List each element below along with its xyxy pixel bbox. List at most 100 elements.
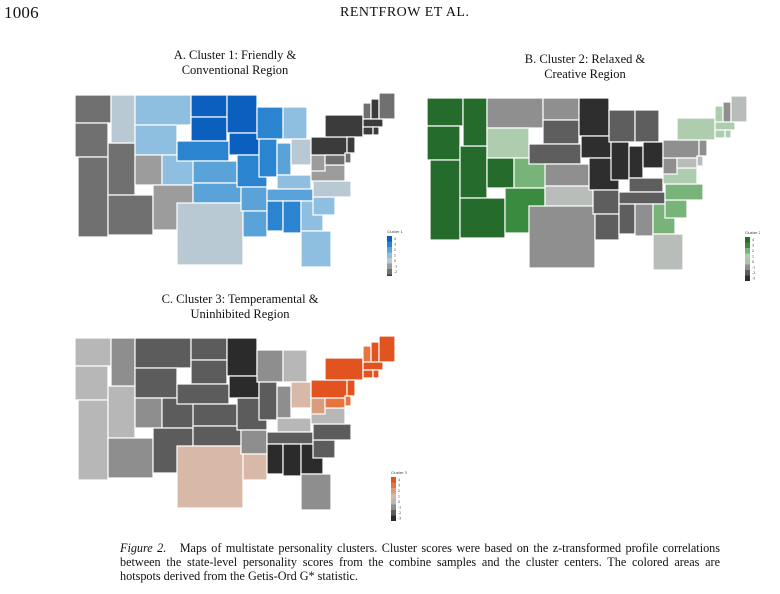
state-il [258,381,278,421]
legend-tick-label: 2 [398,489,400,493]
legend-swatch [391,493,396,499]
state-oh [642,141,664,169]
state-wy [486,127,530,159]
state-ar [240,186,268,212]
state-ar [592,189,620,215]
legend-tick-label: 3 [752,244,754,248]
panel-c-title-line1: C. Cluster 3: Temperamental & [161,292,319,306]
legend-tick-label: 2 [394,248,396,252]
states-layer [427,95,748,271]
state-me [378,335,396,363]
state-tn [266,188,314,202]
state-de [344,395,352,407]
panel-a-title-line2: Conventional Region [181,63,289,77]
legend-swatch [745,237,750,243]
legend-tick-label: -3 [752,277,755,281]
panel-c-title-line2: Uninhibited Region [190,307,290,321]
legend-swatch [391,515,396,521]
state-id [110,94,136,144]
panel-b-title: B. Cluster 2: Relaxed & Creative Region [475,52,695,82]
state-ia [580,135,612,159]
state-ny [676,117,716,141]
state-wa [427,97,464,127]
state-ca [77,156,109,238]
legend-tick-label: -1 [394,265,397,269]
state-il [610,141,630,181]
state-ri [372,126,380,136]
legend-swatch [745,242,750,248]
legend-title: Cluster 2 [745,231,760,235]
state-tx [176,202,244,266]
state-ok [192,425,242,447]
legend-tick-label: -2 [394,270,397,274]
legend-swatch [745,275,750,281]
state-ky [628,177,664,193]
state-nd [542,97,580,121]
state-pa [310,136,348,156]
legend-tick-label: 0 [398,500,400,504]
state-al [282,200,302,234]
state-mt [134,94,192,126]
figure-caption: Figure 2. Maps of multistate personality… [120,541,720,584]
legend-tick-label: -3 [398,517,401,521]
state-ct [362,126,374,136]
state-ne [176,140,230,162]
state-sc [664,199,688,219]
legend-swatch [391,499,396,505]
state-mi [634,109,660,143]
legend-title: Cluster 1 [387,230,403,234]
legend-swatch [387,274,392,276]
state-nc [312,180,352,198]
legend-tick-label: 0 [394,259,396,263]
state-fl [652,233,684,271]
state-sd [190,116,228,142]
legend-tick-label: -2 [398,511,401,515]
panel-a-title: A. Cluster 1: Friendly & Conventional Re… [125,48,345,78]
state-ne [528,143,582,165]
legend-swatch [391,510,396,516]
state-al [634,203,654,237]
state-wi [608,109,636,143]
state-ny [324,357,364,381]
state-az [107,437,154,479]
state-in [628,145,644,179]
state-ok [192,182,242,204]
state-nj [698,139,708,157]
legend-swatch [387,263,392,269]
legend-swatch [387,241,392,247]
state-la [242,453,268,481]
state-ma [714,121,736,131]
state-ut [486,157,515,189]
state-ks [192,160,238,184]
state-mn [226,337,258,377]
state-mi [282,349,308,383]
state-nh [370,98,380,120]
state-wa [75,337,112,367]
state-ks [192,403,238,427]
state-or [75,365,109,401]
legend-tick-label: -2 [752,271,755,275]
states-layer [75,93,396,268]
state-me [730,95,748,123]
state-nd [190,337,228,361]
legend-swatch [391,477,396,483]
legend-tick-label: 1 [398,495,400,499]
states-layer [75,335,396,511]
state-ri [372,369,380,379]
state-wy [134,124,178,156]
state-wv [662,157,678,175]
state-az [459,197,506,239]
state-nj [346,136,356,154]
state-wy [134,367,178,399]
legend-title: Cluster 3 [391,471,407,475]
legend-swatch [391,482,396,488]
state-tn [618,191,666,205]
state-ca [429,159,461,241]
map-legend: Cluster 2 4 32 10 -1-2 -3 [745,231,760,281]
legend-tick-label: 4 [398,478,400,482]
state-la [242,210,268,238]
legend-tick-label: 1 [752,255,754,259]
state-nh [370,341,380,363]
state-wi [256,106,284,140]
